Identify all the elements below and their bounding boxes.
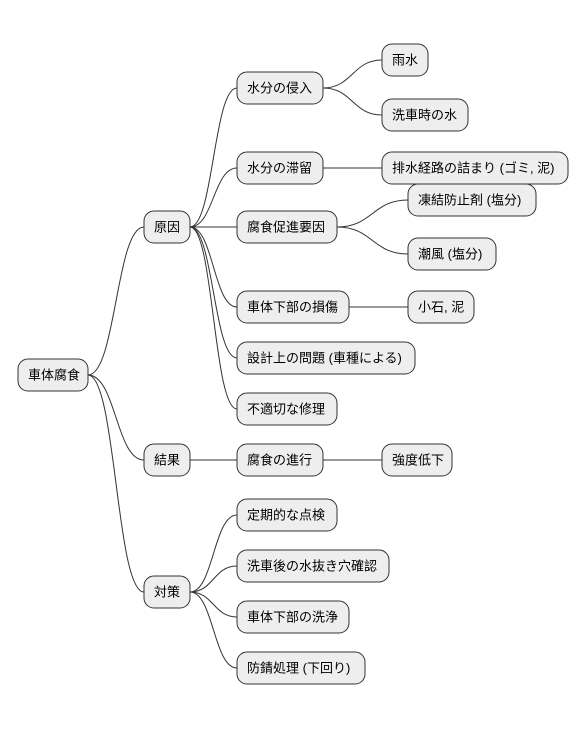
node-label: 水分の侵入 — [247, 80, 312, 95]
node-label: 洗車時の水 — [392, 107, 457, 122]
node-label: 対策 — [154, 584, 180, 599]
edge — [337, 227, 408, 254]
node-label: 設計上の問題 (車種による) — [247, 350, 402, 365]
edge — [323, 60, 382, 88]
node-c5: 設計上の問題 (車種による) — [237, 342, 415, 374]
node-label: 小石, 泥 — [418, 299, 464, 314]
node-r1: 腐食の進行 — [237, 444, 323, 476]
node-label: 強度低下 — [392, 452, 444, 467]
edge — [190, 592, 237, 617]
node-c3: 腐食促進要因 — [237, 211, 337, 243]
node-label: 潮風 (塩分) — [418, 246, 482, 261]
edge — [190, 566, 237, 592]
node-label: 腐食の進行 — [247, 452, 312, 467]
edge — [88, 227, 144, 375]
node-m4: 防錆処理 (下回り) — [237, 652, 365, 684]
edge — [190, 227, 237, 358]
node-r1a: 強度低下 — [382, 444, 452, 476]
node-c6: 不適切な修理 — [237, 393, 337, 425]
node-label: 腐食促進要因 — [247, 219, 325, 234]
node-label: 排水経路の詰まり (ゴミ, 泥) — [392, 160, 555, 175]
nodes-group: 車体腐食 原因結果対策 水分の侵入水分の滞留腐食促進要因車体下部の損傷設計上の問題 … — [18, 44, 568, 684]
node-c4: 車体下部の損傷 — [237, 291, 349, 323]
node-label: 定期的な点検 — [247, 507, 325, 522]
node-c3b: 潮風 (塩分) — [408, 238, 496, 270]
node-c4a: 小石, 泥 — [408, 291, 474, 323]
edge — [88, 375, 144, 460]
node-label: 洗車後の水抜き穴確認 — [247, 558, 377, 573]
node-label: 防錆処理 (下回り) — [247, 660, 350, 675]
node-c1b: 洗車時の水 — [382, 99, 468, 131]
node-cause: 原因 — [144, 211, 190, 243]
node-label: 雨水 — [392, 52, 418, 67]
node-label: 水分の滞留 — [247, 160, 312, 175]
edge — [88, 375, 144, 592]
node-label: 原因 — [154, 219, 180, 234]
edge — [337, 200, 408, 227]
node-c2a: 排水経路の詰まり (ゴミ, 泥) — [382, 152, 568, 184]
node-label: 車体下部の損傷 — [247, 299, 338, 314]
node-label: 車体腐食 — [28, 367, 80, 382]
node-label: 車体下部の洗浄 — [247, 609, 338, 624]
node-c1: 水分の侵入 — [237, 72, 323, 104]
edge — [190, 88, 237, 227]
node-m3: 車体下部の洗浄 — [237, 601, 349, 633]
node-root: 車体腐食 — [18, 359, 88, 391]
edge — [323, 88, 382, 115]
node-c3a: 凍結防止剤 (塩分) — [408, 184, 536, 216]
node-label: 不適切な修理 — [247, 401, 325, 416]
mindmap-diagram: 車体腐食 原因結果対策 水分の侵入水分の滞留腐食促進要因車体下部の損傷設計上の問題 … — [0, 0, 583, 752]
edge — [190, 168, 237, 227]
edge — [190, 515, 237, 592]
edge — [190, 592, 237, 668]
node-m2: 洗車後の水抜き穴確認 — [237, 550, 389, 582]
node-c1a: 雨水 — [382, 44, 428, 76]
edge — [190, 227, 237, 409]
node-c2: 水分の滞留 — [237, 152, 323, 184]
node-result: 結果 — [144, 444, 190, 476]
node-label: 凍結防止剤 (塩分) — [418, 192, 521, 207]
node-m1: 定期的な点検 — [237, 499, 337, 531]
node-measure: 対策 — [144, 576, 190, 608]
node-label: 結果 — [154, 452, 180, 467]
